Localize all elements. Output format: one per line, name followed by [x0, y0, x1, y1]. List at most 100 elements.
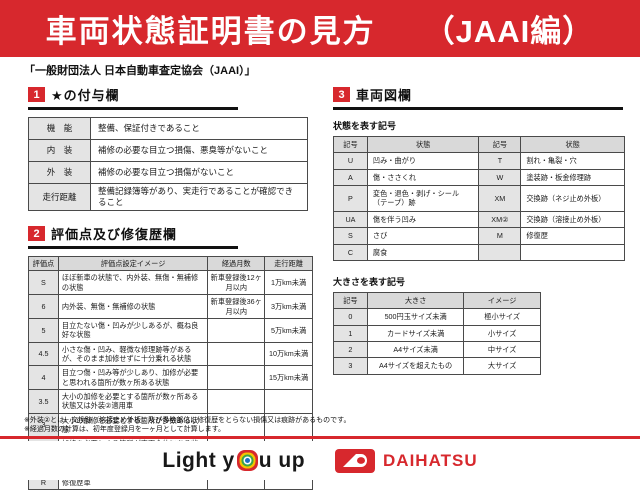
symbol-cell: M	[478, 227, 522, 245]
score-cell: S	[28, 270, 59, 296]
symbol-cell: A	[333, 168, 368, 187]
state-cell: 交換跡（溶接止め外板）	[520, 210, 625, 229]
column-header-state-1: 状態	[366, 135, 480, 154]
mileage-cell: 5万km未満	[264, 317, 313, 343]
size-symbols-caption: 大きさを表す記号	[333, 276, 406, 287]
criteria-label-cell: 内 装	[28, 139, 91, 162]
months-cell	[207, 412, 266, 438]
size-cell: A4サイズを超えたもの	[366, 357, 465, 375]
column-header-size: 大きさ	[366, 291, 465, 310]
right-column: 3 車両図欄 状態を表す記号 記号 状態 記号 状態 U 凹み・曲がり T 割れ…	[333, 85, 629, 375]
mileage-cell: 3万km未満	[264, 294, 313, 319]
state-cell: 腐食	[366, 243, 480, 261]
table-row: 3.5 大小の加修を必要とする箇所が数ヶ所ある状態又は外装②適用車	[28, 389, 313, 414]
association-subtitle: 「一般財団法人 日本自動車査定協会（JAAI）」	[24, 65, 256, 77]
criteria-desc-cell: 整備、保証付きであること	[90, 117, 308, 140]
section3-number-badge: 3	[333, 87, 350, 102]
table-row: 外 装 補修の必要な目立つ損傷がないこと	[28, 161, 308, 184]
criteria-label-cell: 機 能	[28, 117, 91, 140]
symbol-cell: 0	[333, 308, 368, 326]
symbol-cell: 3	[333, 357, 368, 375]
desc-cell: 小さな傷・凹み、軽微な修理跡等があるが、そのまま加修せずに十分乗れる状態	[57, 341, 209, 367]
section3-header: 3 車両図欄	[333, 85, 623, 110]
criteria-label-cell: 走行距離	[28, 182, 91, 212]
target-icon	[244, 458, 250, 463]
image-cell: 極小サイズ	[463, 308, 541, 326]
score-cell: 6	[28, 294, 59, 319]
divider-line	[0, 436, 640, 439]
header-row: 記号 状態 記号 状態	[333, 135, 625, 154]
symbol-cell: P	[333, 185, 368, 212]
column-header-months: 経過月数	[207, 256, 266, 272]
desc-cell: ほぼ新車の状態で、内外装、無傷・無補修の状態	[57, 270, 209, 296]
size-cell: 500円玉サイズ未満	[366, 308, 465, 326]
column-header-score: 評価点	[28, 256, 59, 272]
table-row: U 凹み・曲がり T 割れ・亀裂・穴	[333, 152, 625, 170]
section1-header: 1 ★の付与欄	[28, 85, 238, 110]
mileage-cell: 10万km未満	[264, 341, 313, 367]
state-cell	[520, 243, 625, 261]
symbol-cell: XM	[478, 185, 522, 212]
symbol-cell: S	[333, 227, 368, 245]
light-you-up-logo: Light y u up	[162, 449, 305, 473]
table-row: 走行距離 整備記録簿等があり、実走行であることが確認できること	[28, 182, 308, 212]
status-table-body: U 凹み・曲がり T 割れ・亀裂・穴 A 傷・ささくれ W 塗装跡・板金修理跡 …	[333, 152, 625, 261]
slogan-right: u up	[258, 448, 306, 472]
desc-cell: 内外装、無傷・無補修の状態	[57, 294, 209, 319]
table-row: 6 内外装、無傷・無補修の状態 新車登録後36ヶ月以内 3万km未満	[28, 294, 313, 319]
state-cell: 傷を伴う凹み	[366, 210, 480, 229]
image-cell: 小サイズ	[463, 324, 541, 342]
state-cell: 割れ・亀裂・穴	[520, 152, 625, 170]
symbol-cell: T	[478, 152, 522, 170]
score-cell: 5	[28, 317, 59, 343]
column-header-desc: 評価点設定イメージ	[57, 256, 209, 272]
table-row: 1 カードサイズ未満 小サイズ	[333, 324, 541, 342]
criteria-label-cell: 外 装	[28, 161, 91, 184]
table-row: 4.5 小さな傷・凹み、軽微な修理跡等があるが、そのまま加修せずに十分乗れる状態…	[28, 341, 313, 367]
symbol-cell: 2	[333, 340, 368, 359]
image-cell: 中サイズ	[463, 340, 541, 359]
symbol-cell: C	[333, 243, 368, 261]
table-row: S さび M 修復歴	[333, 227, 625, 245]
months-cell: 新車登録後36ヶ月以内	[207, 294, 266, 319]
table-row: C 腐食	[333, 243, 625, 261]
column-header-symbol: 記号	[333, 291, 368, 310]
table-row: 4 目立つ傷・凹み等が少しあり、加修が必要と思われる箇所が数ヶ所ある状態 15万…	[28, 365, 313, 391]
header-row: 記号 大きさ イメージ	[333, 291, 541, 310]
table-row: 内 装 補修の必要な目立つ損傷、悪臭等がないこと	[28, 139, 308, 162]
state-cell: 修復歴	[520, 227, 625, 245]
status-symbol-table: 記号 状態 記号 状態 U 凹み・曲がり T 割れ・亀裂・穴 A 傷・ささくれ …	[333, 135, 625, 261]
column-header-image: イメージ	[463, 291, 541, 310]
table-row: UA 傷を伴う凹み XM② 交換跡（溶接止め外板）	[333, 210, 625, 229]
footer-logos: Light y u up DAIHATSU	[0, 441, 640, 480]
state-cell: 凹み・曲がり	[366, 152, 480, 170]
table-row: A 傷・ささくれ W 塗装跡・板金修理跡	[333, 168, 625, 187]
daihatsu-mark-icon	[335, 448, 376, 473]
size-symbol-table: 記号 大きさ イメージ 0 500円玉サイズ未満 極小サイズ 1 カードサイズ未…	[333, 291, 541, 375]
months-cell	[207, 389, 266, 414]
size-table-body: 0 500円玉サイズ未満 極小サイズ 1 カードサイズ未満 小サイズ 2 A4サ…	[333, 308, 541, 375]
column-header-symbol-2: 記号	[478, 135, 522, 154]
table-row: P 変色・退色・剥げ・シール（テープ）跡 XM 交換跡（ネジ止め外板）	[333, 185, 625, 212]
score-cell: 4.5	[28, 341, 59, 367]
symbol-cell: U	[333, 152, 368, 170]
slogan-left: Light y	[162, 448, 235, 472]
page-title-suffix: （JAAI編）	[423, 14, 595, 49]
section1-title: ★の付与欄	[51, 88, 120, 103]
section2-title: 評価点及び修復歴欄	[51, 227, 178, 243]
section3-title: 車両図欄	[356, 88, 413, 103]
criteria-desc-cell: 整備記録簿等があり、実走行であることが確認できること	[90, 182, 308, 212]
header-row: 評価点 評価点設定イメージ 経過月数 走行距離	[28, 256, 313, 272]
table-row: 5 目立たない傷・凹みが少しあるが、概ね良好な状態 5万km未満	[28, 317, 313, 343]
table-row: 3 大小の加修を必要とする箇所が多数ある状態	[28, 412, 313, 438]
months-cell	[207, 317, 266, 343]
score-cell: 4	[28, 365, 59, 391]
mileage-cell: 1万km未満	[264, 270, 313, 296]
size-cell: A4サイズ未満	[366, 340, 465, 359]
symbol-cell: XM②	[478, 210, 522, 229]
mileage-cell	[264, 389, 313, 414]
score-cell: 3.5	[28, 389, 59, 414]
desc-cell: 大小の加修を必要とする箇所が数ヶ所ある状態又は外装②適用車	[57, 389, 209, 414]
footnote: ※経過月数の計算は、初年度登録月を一ヶ月として計算します。	[24, 426, 225, 434]
table-row: 2 A4サイズ未満 中サイズ	[333, 340, 541, 359]
